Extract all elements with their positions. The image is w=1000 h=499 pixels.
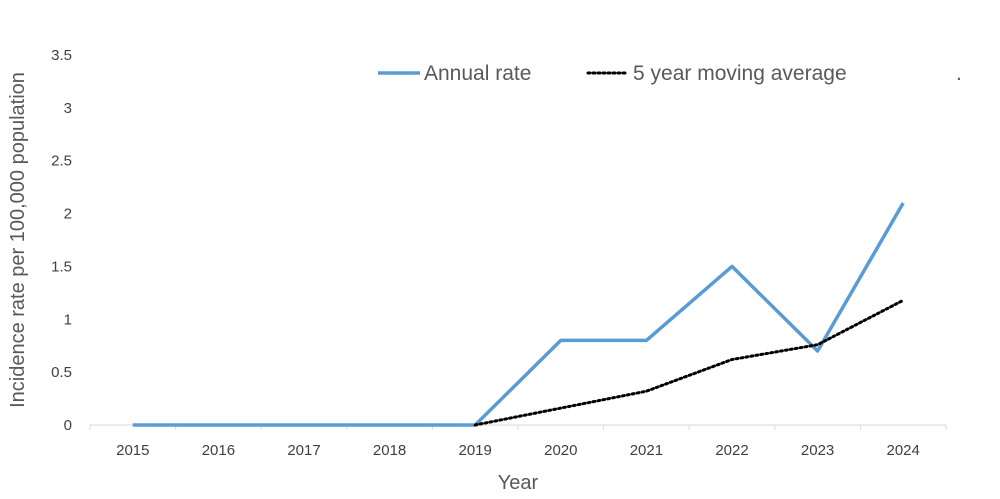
- x-tick-label: 2020: [544, 442, 577, 459]
- x-tick-label: 2018: [373, 442, 406, 459]
- x-tick-label: 2023: [801, 442, 834, 459]
- y-tick-label: 2.5: [51, 153, 72, 170]
- legend: Annual rate 5 year moving average .: [378, 62, 962, 85]
- y-axis-title: Incidence rate per 100,000 population: [7, 72, 29, 408]
- x-tick-label: 2017: [287, 442, 320, 459]
- y-axis: 0 0.5 1 1.5 2 2.5 3 3.5: [51, 47, 72, 434]
- legend-label-annual-rate: Annual rate: [424, 62, 531, 85]
- x-tick-label: 2024: [887, 442, 920, 459]
- series-line-moving-average: [473, 298, 905, 427]
- x-tick-label: 2016: [202, 442, 235, 459]
- x-axis-title: Year: [498, 472, 539, 494]
- legend-trailing-mark: .: [956, 62, 962, 85]
- y-tick-label: 3.5: [51, 47, 72, 64]
- y-tick-label: 1: [64, 311, 72, 328]
- series-line-annual-rate: [132, 202, 905, 427]
- x-tick-label: 2015: [116, 442, 149, 459]
- legend-label-moving-average: 5 year moving average: [633, 62, 847, 85]
- x-tick-label: 2019: [459, 442, 492, 459]
- series-layer: [132, 202, 905, 427]
- x-axis: 2015 2016 2017 2018 2019 2020 2021 2022 2023 2024: [89, 424, 947, 459]
- y-tick-label: 1.5: [51, 258, 72, 275]
- y-tick-label: 3: [64, 100, 72, 117]
- x-tick-label: 2022: [715, 442, 748, 459]
- y-tick-label: 0.5: [51, 364, 72, 381]
- y-tick-label: 0: [64, 417, 72, 434]
- x-tick-label: 2021: [630, 442, 663, 459]
- y-tick-label: 2: [64, 206, 72, 223]
